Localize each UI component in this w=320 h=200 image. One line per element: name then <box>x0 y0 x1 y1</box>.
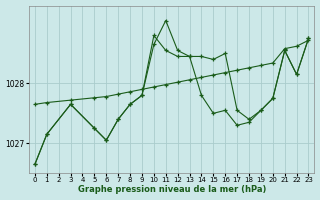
X-axis label: Graphe pression niveau de la mer (hPa): Graphe pression niveau de la mer (hPa) <box>77 185 266 194</box>
